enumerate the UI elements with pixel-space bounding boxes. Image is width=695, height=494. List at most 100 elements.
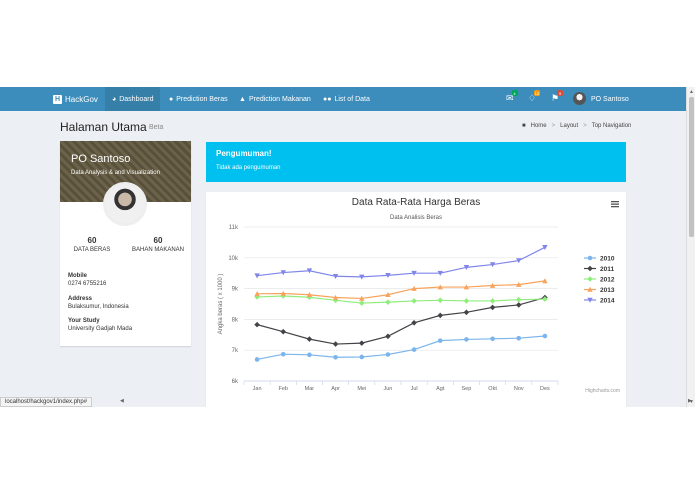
x-tick-label: Des xyxy=(540,386,550,392)
stat-bahan-makanan: 60 BAHAN MAKANAN xyxy=(130,236,186,253)
data-point-2014 xyxy=(542,245,548,251)
legend-marker-2014 xyxy=(587,297,593,303)
data-point-2011 xyxy=(358,340,365,346)
profile-role: Data Analysis & and Visualization xyxy=(71,170,160,176)
x-tick-label: Agt xyxy=(436,386,445,392)
brand-logo[interactable]: H HackGov xyxy=(53,87,98,111)
data-point-2010 xyxy=(307,352,312,358)
data-point-2014 xyxy=(306,268,313,274)
dashboard-icon: ◕ xyxy=(112,95,117,103)
data-point-2013 xyxy=(385,292,391,298)
data-point-2013 xyxy=(359,295,365,301)
series-line-2011 xyxy=(256,296,546,345)
users-icon: ●● xyxy=(323,95,332,103)
scroll-up-icon[interactable]: ▲ xyxy=(689,89,694,95)
stat-value: 60 xyxy=(87,236,97,245)
bell-icon: ♢ xyxy=(528,93,537,103)
info-value: University Gadjah Mada xyxy=(68,326,133,332)
data-point-2012 xyxy=(332,297,339,304)
data-point-2011 xyxy=(463,309,470,316)
status-url: localhost/hackgov1/index.php# xyxy=(5,399,88,405)
data-point-2013 xyxy=(254,291,260,297)
page-subtitle: Beta xyxy=(149,124,164,131)
series-line-2013 xyxy=(257,280,546,300)
breadcrumb-home[interactable]: Home xyxy=(530,123,547,129)
breadcrumb-layout[interactable]: Layout xyxy=(560,123,579,129)
y-tick-label: 7k xyxy=(232,348,239,354)
info-address: Address Bulaksumur, Indonesia xyxy=(68,296,129,310)
home-icon: ■ xyxy=(522,123,526,129)
breadcrumb-separator: > xyxy=(583,123,587,129)
y-axis-label: Angka beras ( x 1000 ) xyxy=(218,274,224,335)
browser-viewport: H HackGov ◕ Dashboard ● Prediction Beras… xyxy=(0,87,695,407)
legend-marker-2011 xyxy=(587,265,593,272)
x-tick-label: Apr xyxy=(331,386,340,392)
page-title: Halaman Utama xyxy=(60,120,147,134)
legend-item-2010: 2010 xyxy=(600,255,615,262)
nav-dashboard[interactable]: ◕ Dashboard xyxy=(105,87,161,111)
scroll-down-icon[interactable]: ▼ xyxy=(689,399,694,405)
data-point-2013 xyxy=(306,292,313,298)
brand-icon: H xyxy=(53,94,62,104)
data-point-2014 xyxy=(254,273,260,279)
data-point-2010 xyxy=(542,333,548,339)
data-point-2013 xyxy=(411,285,417,291)
y-tick-label: 9k xyxy=(232,287,239,293)
nav-list-of-data[interactable]: ●● List of Data xyxy=(316,87,377,111)
nav-prediction-makanan[interactable]: ▲ Prediction Makanan xyxy=(232,87,318,111)
messages-menu[interactable]: ✉ 4 xyxy=(506,90,518,104)
legend-item-2014: 2014 xyxy=(600,297,615,304)
info-study: Your Study University Gadjah Mada xyxy=(68,318,132,332)
top-navbar: H HackGov ◕ Dashboard ● Prediction Beras… xyxy=(0,87,686,111)
scroll-left-icon[interactable]: ◀ xyxy=(120,398,124,404)
data-point-2011 xyxy=(385,333,391,340)
area-chart-icon: ▲ xyxy=(239,95,246,103)
data-point-2011 xyxy=(254,321,260,328)
user-menu-name[interactable]: PO Santoso xyxy=(591,95,629,103)
horizontal-scrollbar[interactable]: ◀ ▶ xyxy=(0,398,695,406)
profile-card: PO Santoso Data Analysis & and Visualiza… xyxy=(60,141,191,346)
menu-icon-bar xyxy=(611,206,619,208)
status-bar: localhost/hackgov1/index.php# xyxy=(0,397,93,407)
x-tick-label: Sep xyxy=(462,386,472,392)
data-point-2012 xyxy=(515,296,522,303)
x-tick-label: Mar xyxy=(305,386,315,392)
notifications-badge: 10 xyxy=(533,90,541,96)
vertical-scrollbar[interactable]: ▲ ▼ xyxy=(686,87,695,407)
data-point-2014 xyxy=(489,262,496,268)
data-point-2013 xyxy=(332,294,339,300)
data-point-2014 xyxy=(411,270,417,276)
chart-credits: Highcharts.com xyxy=(585,388,620,394)
info-mobile: Mobile 0274 6755216 xyxy=(68,273,106,287)
legend-item-2012: 2012 xyxy=(600,276,615,283)
scroll-right-icon[interactable]: ▶ xyxy=(688,398,692,404)
data-point-2010 xyxy=(254,357,260,362)
user-avatar[interactable] xyxy=(573,92,586,105)
data-point-2014 xyxy=(516,258,522,264)
nav-prediction-beras[interactable]: ● Prediction Beras xyxy=(162,87,235,111)
menu-icon-bar xyxy=(611,201,619,203)
x-tick-label: Feb xyxy=(279,386,288,392)
series-line-2010 xyxy=(256,335,545,361)
data-point-2010 xyxy=(385,352,391,357)
data-point-2012 xyxy=(542,296,548,302)
stat-data-beras: 60 DATA BERAS xyxy=(62,236,122,253)
data-point-2011 xyxy=(411,319,417,326)
y-tick-label: 10k xyxy=(228,256,239,262)
data-point-2010 xyxy=(411,347,417,352)
data-point-2012 xyxy=(358,300,365,306)
breadcrumb-current: Top Navigation xyxy=(591,123,632,129)
data-point-2013 xyxy=(516,281,522,287)
legend-item-2011: 2011 xyxy=(600,266,614,273)
chart-subtitle: Data Analisis Beras xyxy=(390,215,442,221)
x-tick-label: Jan xyxy=(253,386,262,392)
notifications-menu[interactable]: ♢ 10 xyxy=(528,90,541,104)
data-point-2010 xyxy=(490,336,495,342)
scrollbar-thumb[interactable] xyxy=(689,97,694,237)
legend-item-2013: 2013 xyxy=(600,287,615,294)
data-point-2013 xyxy=(542,278,548,284)
tasks-menu[interactable]: ⚑ 9 xyxy=(551,90,564,104)
legend-marker-2010 xyxy=(587,255,593,261)
data-point-2013 xyxy=(463,284,470,290)
data-point-2014 xyxy=(332,273,339,279)
